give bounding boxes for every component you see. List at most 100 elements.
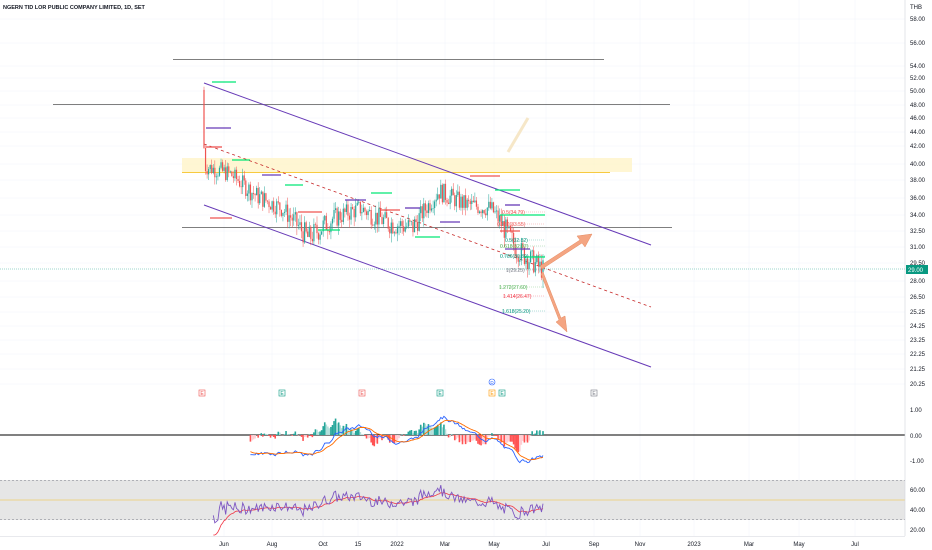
candle-body: [262, 191, 264, 207]
rsi-axis[interactable]: 60.00 40.00 20.00: [910, 488, 926, 534]
candle-body: [423, 203, 425, 219]
candle-body: [384, 212, 386, 218]
candle-body: [440, 184, 442, 199]
candle-body: [403, 226, 405, 232]
candle-body: [469, 201, 471, 204]
candle-body: [355, 205, 357, 218]
candle-body: [514, 244, 516, 256]
channel-lower-line[interactable]: [203, 204, 652, 368]
candle-body: [240, 186, 242, 188]
candle-body: [426, 210, 428, 214]
candle-body: [452, 188, 454, 196]
candle-body: [226, 166, 228, 181]
time-axis[interactable]: Jun Aug Oct 15 2022 Mar May Jul Sep Nov 2023 Mar May…: [219, 542, 859, 548]
candle-body: [297, 224, 300, 226]
fib-level-label: 1.414(26.47): [503, 294, 532, 300]
candle-body: [392, 222, 394, 234]
candle-body: [461, 196, 464, 208]
earnings-event-marker[interactable]: E: [278, 389, 286, 397]
candle-body: [480, 211, 482, 214]
candle-body: [254, 194, 256, 196]
time-tick-label: 2022: [390, 542, 404, 548]
price-tick-label: 44.00: [910, 130, 926, 136]
candle-body: [237, 179, 239, 181]
fib-level-label: 1(29.25): [506, 268, 525, 274]
fib-level-label: 0.786(30.89): [500, 254, 529, 260]
candle-body: [358, 201, 360, 203]
candle-body: [273, 201, 275, 212]
candle-body: [248, 184, 250, 194]
time-tick-label: Jun: [219, 542, 229, 548]
candle-body: [369, 209, 371, 211]
candle-body: [460, 196, 462, 208]
candles: [203, 86, 544, 289]
candle-body: [234, 169, 236, 179]
candle-body: [499, 215, 501, 222]
candle-body: [505, 219, 507, 238]
candle-body: [239, 180, 241, 187]
candle-body: [495, 210, 498, 212]
candle-body: [455, 195, 457, 207]
candle-body: [434, 201, 436, 209]
candle-body: [494, 211, 496, 213]
candle-body: [432, 208, 434, 209]
candle-body: [468, 199, 470, 202]
channel-median-line[interactable]: [203, 143, 652, 308]
candle-body: [296, 212, 298, 226]
fib-level-label: 0.5(32.82): [505, 238, 528, 244]
price-tick-label: 34.00: [910, 213, 926, 219]
price-tick-label: 20.25: [910, 382, 926, 388]
candle-body: [511, 231, 513, 233]
candle-body: [381, 216, 383, 225]
candle-body: [211, 165, 213, 174]
candle-body: [356, 202, 358, 206]
earnings-event-marker[interactable]: E: [498, 389, 506, 397]
candle-body: [528, 262, 530, 270]
earnings-event-marker[interactable]: E: [358, 389, 366, 397]
candle-body: [478, 211, 481, 213]
candle-body: [330, 223, 332, 233]
candle-body: [235, 169, 238, 180]
earnings-event-marker[interactable]: E: [590, 389, 598, 397]
earnings-event-marker[interactable]: E: [436, 389, 444, 397]
candle-body: [506, 219, 508, 227]
candle-body: [279, 202, 281, 210]
svg-text:E: E: [592, 391, 596, 397]
candle-body: [353, 209, 355, 218]
earnings-event-marker[interactable]: E: [488, 389, 496, 397]
earnings-event-marker[interactable]: E: [198, 389, 206, 397]
dividend-event-marker[interactable]: D: [488, 378, 496, 386]
price-tick-label: 36.00: [910, 196, 926, 202]
candle-body: [463, 195, 465, 208]
channel-upper-line[interactable]: [203, 82, 652, 246]
svg-text:E: E: [280, 391, 284, 397]
time-tick-label: May: [793, 542, 804, 548]
macd-axis[interactable]: 1.00 0.00 -1.00: [910, 408, 924, 465]
candle-body: [435, 199, 437, 202]
candle-body: [265, 193, 267, 201]
candle-body: [259, 194, 261, 204]
candle-body: [231, 171, 233, 177]
candle-body: [350, 207, 352, 220]
candle-body: [417, 222, 419, 231]
price-tick-label: 21.25: [910, 367, 926, 373]
price-axis[interactable]: 58.00 56.00 54.00 52.00 50.00 48.00 46.00 44.00…: [910, 17, 926, 388]
candle-body: [228, 166, 230, 172]
price-tick-label: 22.25: [910, 352, 926, 358]
candle-body: [477, 206, 479, 213]
candle-body: [268, 201, 270, 208]
candle-body: [526, 258, 529, 270]
candle-body: [300, 222, 303, 232]
candle-body: [344, 208, 346, 212]
svg-text:E: E: [438, 391, 442, 397]
candle-body: [359, 201, 361, 214]
candle-body: [379, 208, 382, 217]
candle-body: [386, 212, 388, 219]
candle-body: [245, 180, 247, 196]
candle-body: [313, 224, 315, 242]
candle-body: [474, 200, 476, 203]
time-tick-label: Mar: [744, 542, 754, 548]
rsi-tick-label: 60.00: [910, 488, 926, 494]
candle-body: [389, 228, 391, 234]
